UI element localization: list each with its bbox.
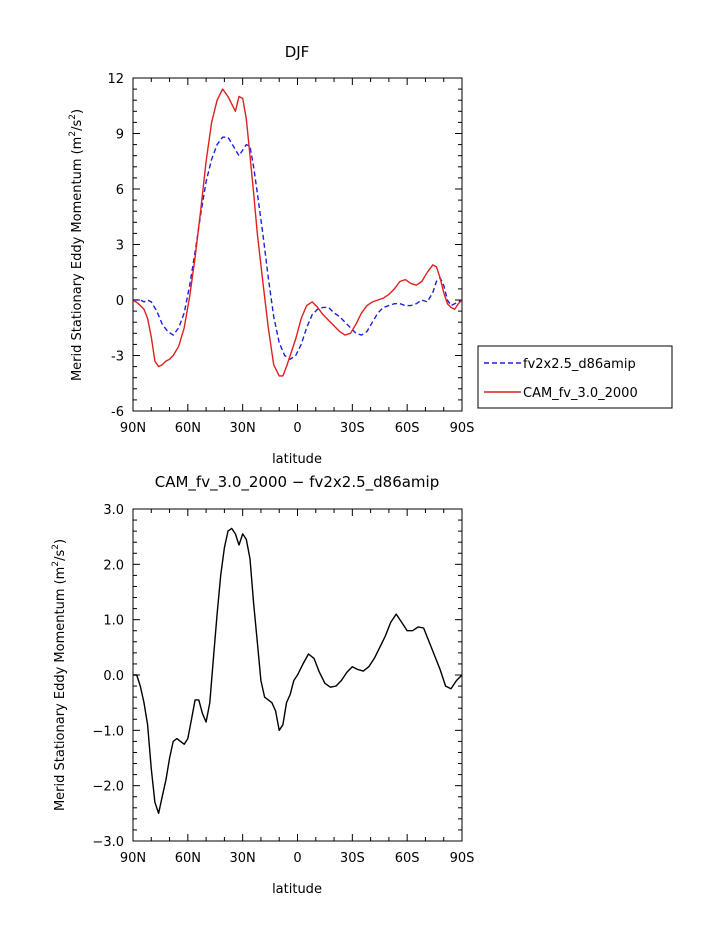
bottom-chart-y-tick-label: −1.0 bbox=[92, 724, 124, 739]
bottom-chart-y-tick-label: 3.0 bbox=[103, 503, 124, 518]
bottom-chart-x-tick-labels: 90N 60N 30N 0 30S 60S 90S bbox=[120, 851, 475, 866]
top-chart-y-tick-label: 9 bbox=[116, 128, 124, 143]
bottom-chart-y-tick-label: 1.0 bbox=[103, 614, 124, 629]
legend-label-red: CAM_fv_3.0_2000 bbox=[523, 386, 638, 401]
top-chart-x-tick-labels: 90N 60N 30N 0 30S 60S 90S bbox=[120, 421, 475, 436]
bottom-chart-y-axis-label: Merid Stationary Eddy Momentum (m2/s2) bbox=[51, 539, 68, 811]
bottom-chart: CAM_fv_3.0_2000 − fv2x2.5_d86amip 90N 60N… bbox=[51, 473, 474, 897]
bottom-chart-y-tick-label: −2.0 bbox=[92, 780, 124, 795]
legend-frame bbox=[477, 345, 673, 409]
bottom-chart-x-tick-label: 90S bbox=[450, 851, 475, 866]
bottom-chart-y-axis-label-sup-1: 2 bbox=[51, 561, 61, 567]
top-chart-title: DJF bbox=[285, 43, 310, 61]
bottom-chart-x-axis-label: latitude bbox=[272, 882, 322, 897]
bottom-chart-y-axis-label-tail: /s bbox=[53, 550, 68, 561]
top-chart-y-tick-label: 6 bbox=[116, 183, 124, 198]
top-chart-x-tick-label: 60S bbox=[395, 421, 420, 436]
bottom-chart-y-tick-label: −3.0 bbox=[92, 835, 124, 850]
top-chart-y-tick-label: -6 bbox=[111, 405, 124, 420]
top-chart-series bbox=[132, 88, 463, 377]
top-chart-y-axis-label-main: Merid Stationary Eddy Momentum (m bbox=[70, 137, 85, 381]
bottom-chart-y-tick-labels: −3.0 −2.0 −1.0 0.0 1.0 2.0 3.0 bbox=[92, 503, 124, 850]
top-chart-y-axis-label-close: ) bbox=[70, 109, 85, 114]
top-chart-y-axis-label-tail: /s bbox=[70, 120, 85, 131]
top-chart-y-tick-label: 0 bbox=[116, 294, 124, 309]
top-chart-x-tick-label: 90N bbox=[120, 421, 146, 436]
bottom-chart-series bbox=[133, 527, 463, 814]
top-chart-x-tick-label: 90S bbox=[450, 421, 475, 436]
top-chart-x-tick-label: 60N bbox=[175, 421, 201, 436]
top-chart-x-tick-label: 30N bbox=[230, 421, 256, 436]
top-chart-series-line-fv2x2.5_d86amip bbox=[133, 136, 463, 360]
bottom-chart-x-tick-label: 30N bbox=[230, 851, 256, 866]
bottom-chart-y-tick-label: 0.0 bbox=[103, 669, 124, 684]
top-chart-series-line-CAM_fv_3.0_2000 bbox=[132, 88, 463, 377]
bottom-chart-x-tick-label: 60S bbox=[395, 851, 420, 866]
bottom-chart-y-tick-label: 2.0 bbox=[103, 558, 124, 573]
top-chart-plot-frame bbox=[132, 77, 463, 412]
top-chart-y-axis-label-sup-1: 2 bbox=[68, 131, 78, 137]
bottom-chart-y-axis-label-sup-2: 2 bbox=[51, 544, 61, 550]
top-chart: DJF 90N 60N 30N 0 30S 60S 90S -6 -3 0 3 6 9 12 latit… bbox=[68, 43, 673, 467]
bottom-chart-y-axis-label-close: ) bbox=[53, 539, 68, 544]
bottom-chart-series-line-difference bbox=[133, 527, 463, 814]
bottom-chart-x-tick-label: 90N bbox=[120, 851, 146, 866]
top-chart-y-tick-label: 3 bbox=[116, 239, 124, 254]
bottom-chart-plot-frame bbox=[132, 508, 463, 842]
top-chart-x-axis-label: latitude bbox=[272, 452, 322, 467]
bottom-chart-y-axis-label-main: Merid Stationary Eddy Momentum (m bbox=[53, 567, 68, 811]
top-chart-y-axis-label: Merid Stationary Eddy Momentum (m2/s2) bbox=[68, 109, 85, 381]
top-chart-y-tick-label: 12 bbox=[107, 72, 124, 87]
top-chart-y-tick-labels: -6 -3 0 3 6 9 12 bbox=[107, 72, 124, 420]
bottom-chart-x-tick-label: 0 bbox=[293, 851, 301, 866]
legend-label-blue: fv2x2.5_d86amip bbox=[523, 357, 636, 372]
top-chart-legend: fv2x2.5_d86amip CAM_fv_3.0_2000 bbox=[477, 345, 673, 409]
top-chart-ticks bbox=[132, 77, 463, 412]
top-chart-y-tick-label: -3 bbox=[111, 350, 124, 365]
bottom-chart-x-tick-label: 30S bbox=[340, 851, 365, 866]
top-chart-x-tick-label: 30S bbox=[340, 421, 365, 436]
bottom-chart-x-tick-label: 60N bbox=[175, 851, 201, 866]
bottom-chart-title: CAM_fv_3.0_2000 − fv2x2.5_d86amip bbox=[155, 473, 440, 492]
top-chart-y-axis-label-sup-2: 2 bbox=[68, 114, 78, 120]
top-chart-x-tick-label: 0 bbox=[293, 421, 301, 436]
